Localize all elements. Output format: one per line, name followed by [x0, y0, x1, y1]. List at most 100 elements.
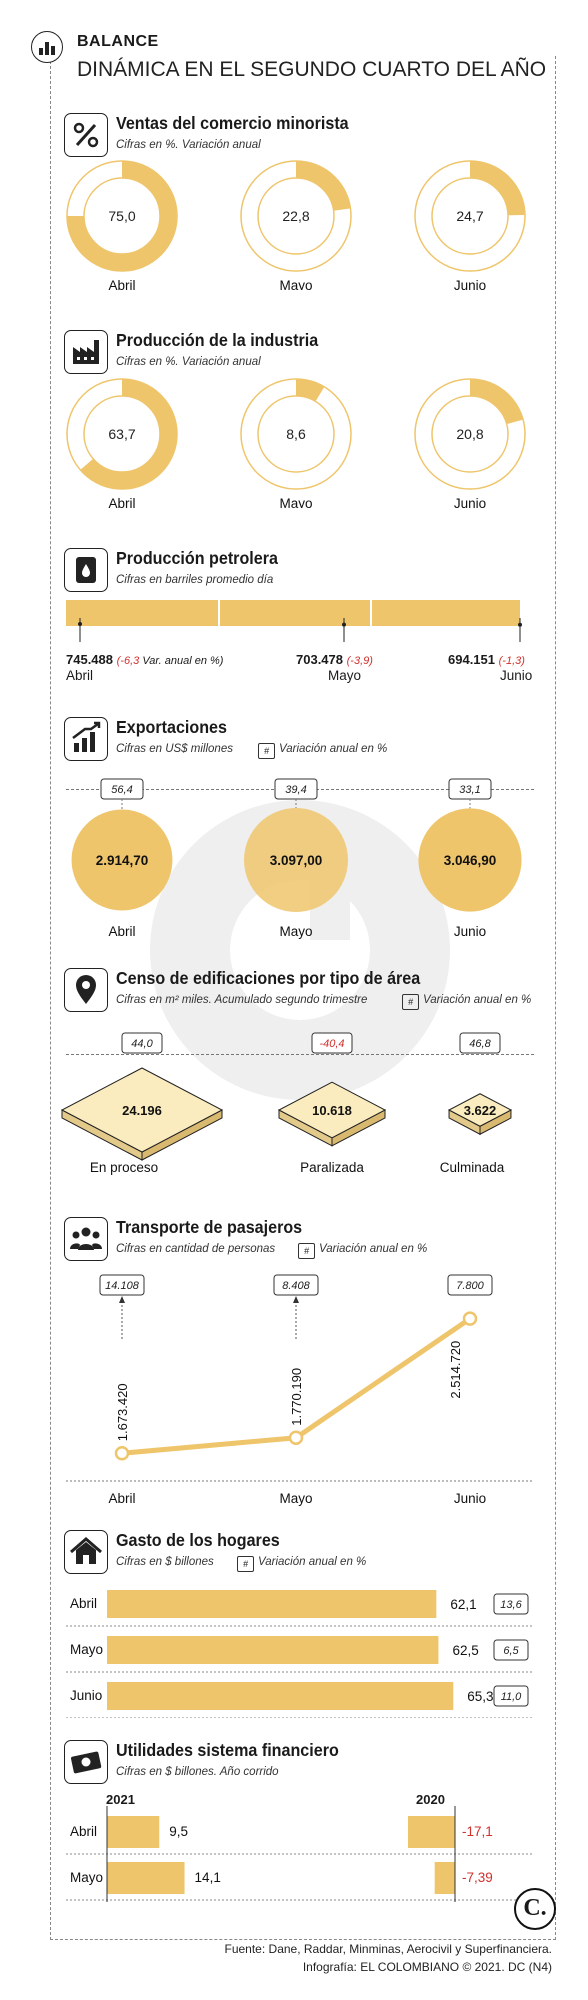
- bar-value: -17,1: [462, 1824, 493, 1839]
- money-icon: [64, 1740, 108, 1784]
- oil-junio-value: 694.151 (-1,3): [448, 652, 525, 667]
- profit-bar-chart: Abril 9,5 -17,1 Mayo 14,1 -7,39: [66, 1806, 534, 1902]
- bar-value: 65,3: [467, 1689, 493, 1704]
- bar-value: 62,1: [450, 1597, 476, 1612]
- variation-label: Variación anual en %: [279, 743, 388, 755]
- change-box: [493, 1685, 529, 1707]
- slab-top: [447, 1093, 513, 1127]
- donut-segment: [67, 161, 177, 271]
- donut-value: 20,8: [456, 426, 483, 442]
- section-title: Gasto de los hogares: [116, 1530, 280, 1550]
- location-pin-icon: [64, 968, 108, 1012]
- percent-icon: [64, 113, 108, 157]
- bar: [107, 1636, 439, 1664]
- oil-abril-value: 745.488 (-6,3 Var. anual en %): [66, 652, 224, 667]
- change-value: 44,0: [131, 1038, 153, 1050]
- hbar-chart-gasto: Abril 62,1 13,6 Mayo 62,5 6,5 Junio 65,3 11,0: [66, 1590, 534, 1718]
- variation-icon: #: [402, 994, 419, 1010]
- oil-marker: [342, 622, 346, 627]
- change-value: 33,1: [459, 784, 480, 796]
- month-label: Abril: [108, 1491, 135, 1506]
- oil-bar-segment: [220, 600, 370, 626]
- bar-2021: [107, 1862, 185, 1894]
- month-label: Mayo: [279, 496, 312, 508]
- variation-label: Variación anual en %: [319, 1243, 428, 1255]
- month-label: Junio: [454, 1491, 486, 1506]
- section-title: Censo de edificaciones por tipo de área: [116, 968, 421, 988]
- donut-value: 63,7: [108, 426, 135, 442]
- dashed-divider: [66, 1054, 534, 1055]
- bar: [107, 1682, 454, 1710]
- donut-value: 75,0: [108, 208, 135, 224]
- section-subtitle: Cifras en %. Variación anual: [116, 139, 261, 151]
- donut-hole: [431, 177, 509, 255]
- month-label: Mayo: [279, 1491, 312, 1506]
- house-icon: [64, 1530, 108, 1574]
- slab-value: 24.196: [122, 1103, 162, 1118]
- month-label: Mayo: [279, 924, 312, 939]
- series-2021-label: 2021: [106, 1792, 135, 1807]
- factory-icon: [64, 330, 108, 374]
- variation-icon: #: [237, 1556, 254, 1572]
- section-subtitle: Cifras en US$ millones: [116, 743, 233, 755]
- oil-barrel-icon: [64, 548, 108, 592]
- variation-icon: #: [258, 743, 275, 759]
- section-subtitle: Cifras en $ billones. Año corrido: [116, 1766, 279, 1778]
- change-value: 8.408: [282, 1280, 310, 1292]
- section-title: Utilidades sistema financiero: [116, 1740, 339, 1760]
- row-label: Mayo: [70, 1870, 103, 1885]
- section-subtitle: Cifras en %. Variación anual: [116, 356, 261, 368]
- change-box: [459, 1032, 501, 1054]
- category-label: En proceso: [90, 1160, 158, 1175]
- month-label: Abril: [108, 496, 135, 508]
- arrow-head: [119, 1296, 125, 1303]
- change-value: 39,4: [285, 784, 306, 796]
- footer-credit: Infografía: EL COLOMBIANO © 2021. DC (N4…: [302, 1960, 552, 1974]
- donut-segment: [470, 161, 525, 216]
- bubble-value: 3.097,00: [270, 853, 323, 868]
- oil-bar-chart: [66, 600, 522, 642]
- category-label: Paralizada: [300, 1160, 364, 1175]
- bar-chart-icon: [31, 31, 63, 63]
- change-box: [493, 1639, 529, 1661]
- bar-value: 9,5: [169, 1824, 188, 1839]
- bubble: [418, 808, 522, 912]
- section-title: Exportaciones: [116, 717, 227, 737]
- change-value: 56,4: [111, 784, 132, 796]
- variation-label: Variación anual en %: [258, 1556, 367, 1568]
- bar-2021: [107, 1816, 160, 1848]
- change-value: 14.108: [105, 1280, 140, 1292]
- bar: [107, 1590, 437, 1618]
- point-label: 2.514.720: [448, 1341, 463, 1399]
- donut-hole: [83, 177, 161, 255]
- donut-value: 24,7: [456, 208, 483, 224]
- section-title: Ventas del comercio minorista: [116, 113, 349, 133]
- watermark-logo: [150, 800, 450, 1100]
- point-label: 1.673.420: [115, 1383, 130, 1441]
- change-box: [121, 1032, 163, 1054]
- donut-value: 22,8: [282, 208, 309, 224]
- header-title: BALANCE: [77, 33, 159, 50]
- infographic-frame: [50, 56, 556, 1940]
- variation-icon: #: [298, 1243, 315, 1259]
- bar-value: 62,5: [452, 1643, 478, 1658]
- donut-hole: [257, 177, 335, 255]
- area-slab-chart: 44,0 24.196 En proceso -40,4 10.618 Paralizad…: [60, 1032, 513, 1175]
- oil-mayo-label: Mayo: [328, 668, 362, 683]
- point-label: 1.770.190: [289, 1368, 304, 1426]
- variation-label: Variación anual en %: [423, 994, 532, 1006]
- slab-value: 10.618: [312, 1103, 352, 1118]
- header-subtitle: DINÁMICA EN EL SEGUNDO CUARTO DEL AÑO: [77, 58, 547, 81]
- month-label: Junio: [454, 924, 486, 939]
- donut-chart-industria: 63,7 Abril 8,6 Mayo 20,8 Junio: [66, 378, 526, 508]
- slab-value: 3.622: [464, 1103, 497, 1118]
- bubble-chart-exportaciones: 56,4 2.914,70 Abril 39,4 3.097,00 Mayo 33,1 3.0…: [71, 778, 522, 939]
- month-label: Abril: [108, 924, 135, 939]
- brand-logo: C.: [514, 1888, 556, 1930]
- section-subtitle: Cifras en barriles promedio día: [116, 574, 274, 586]
- section-subtitle: Cifras en $ billones: [116, 1556, 214, 1568]
- donut-segment: [296, 161, 351, 211]
- donut-value: 8,6: [286, 426, 306, 442]
- section-subtitle: Cifras en cantidad de personas: [116, 1243, 276, 1255]
- footer-source: Fuente: Dane, Raddar, Minminas, Aerocivi…: [224, 1942, 553, 1956]
